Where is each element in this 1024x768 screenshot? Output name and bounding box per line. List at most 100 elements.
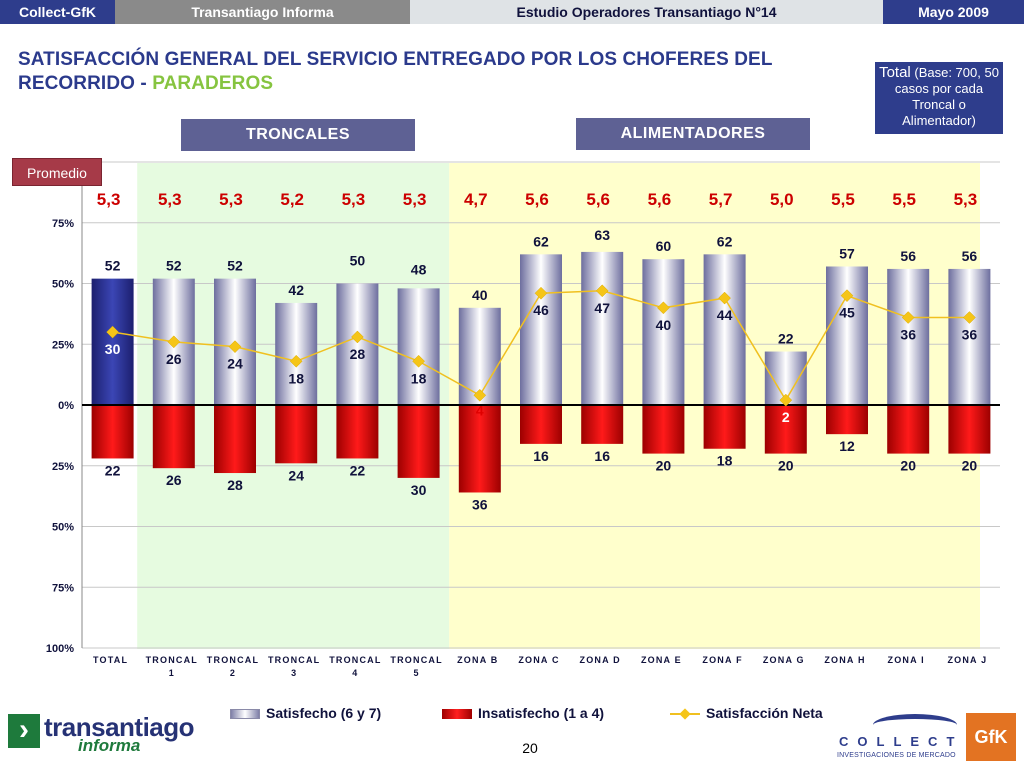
insatisfecho-value-label: 26 <box>166 472 182 488</box>
chevron-right-icon: › <box>8 714 40 748</box>
insatisfecho-value-label: 24 <box>288 467 304 483</box>
satisfecho-value-label: 40 <box>472 287 488 303</box>
insatisfecho-value-label: 16 <box>533 448 549 464</box>
category-label: ZONA J <box>947 655 987 665</box>
collect-logo: COLLECT INVESTIGACIONES DE MERCADO <box>833 714 963 764</box>
insatisfecho-bar <box>152 405 195 469</box>
insatisfecho-swatch <box>442 709 472 720</box>
neta-marker <box>840 289 854 303</box>
satisfecho-value-label: 52 <box>166 258 182 274</box>
insatisfecho-value-label: 12 <box>839 438 855 454</box>
satisfecho-bar <box>826 266 868 405</box>
satisfecho-value-label: 63 <box>594 227 610 243</box>
satisfecho-bar <box>642 259 685 405</box>
neta-marker <box>351 330 364 344</box>
top-bar: Collect-GfK Transantiago Informa Estudio… <box>0 0 1024 24</box>
insatisfecho-value-label: 22 <box>350 462 366 478</box>
base-note: Total (Base: 700, 50 casos por cada Tron… <box>875 62 1003 134</box>
satisfecho-value-label: 52 <box>105 258 121 274</box>
promedio-value: 5,6 <box>586 190 610 209</box>
insatisfecho-bar <box>948 405 991 454</box>
insatisfecho-value-label: 18 <box>717 453 733 469</box>
satisfecho-value-label: 42 <box>288 282 304 298</box>
insatisfecho-value-label: 20 <box>778 458 794 474</box>
neta-marker <box>534 286 548 300</box>
y-tick-label: 25% <box>52 461 74 473</box>
satisfecho-bar <box>581 251 624 405</box>
satisfecho-bar <box>520 254 562 405</box>
insatisfecho-bar <box>397 405 440 478</box>
insatisfecho-bar <box>91 405 134 459</box>
insatisfecho-bar <box>887 405 930 454</box>
neta-marker <box>657 301 670 315</box>
neta-marker <box>779 393 793 407</box>
y-tick-label: 50% <box>52 279 74 291</box>
category-label: 5 <box>413 668 419 678</box>
alimentadores-header: ALIMENTADORES <box>576 118 810 150</box>
insatisfecho-value-label: 36 <box>472 496 488 512</box>
category-label: TRONCAL <box>329 655 381 665</box>
neta-marker <box>963 311 976 324</box>
satisfecho-bar <box>703 254 746 405</box>
satisfecho-value-label: 52 <box>227 258 243 274</box>
neta-value-label: 26 <box>166 351 182 367</box>
satisfecho-bar <box>275 302 318 405</box>
insatisfecho-value-label: 16 <box>594 448 610 464</box>
section-tab: Transantiago Informa <box>115 0 410 24</box>
insatisfecho-bar <box>275 405 318 464</box>
legend-item-neta: Satisfacción Neta <box>670 703 823 723</box>
category-label: ZONA H <box>824 655 865 665</box>
category-label: 3 <box>291 668 297 678</box>
neta-value-label: 46 <box>533 302 549 318</box>
neta-value-label: 18 <box>288 370 304 386</box>
neta-marker <box>228 340 242 354</box>
promedio-value: 5,2 <box>280 190 304 209</box>
base-note-detail: (Base: 700, 50 casos por cada Troncal o … <box>894 65 999 128</box>
promedio-value: 5,3 <box>219 190 243 209</box>
insatisfecho-bar <box>764 405 807 454</box>
category-label: ZONA C <box>518 655 559 665</box>
y-tick-label: 75% <box>52 218 74 230</box>
category-label: 4 <box>352 668 358 678</box>
neta-marker <box>106 325 119 339</box>
neta-value-label: 24 <box>227 356 243 372</box>
legend-item-satisfecho: Satisfecho (6 y 7) <box>230 703 381 723</box>
legend-label-neta: Satisfacción Neta <box>706 705 823 721</box>
insatisfecho-value-label: 28 <box>227 477 243 493</box>
y-tick-label: 50% <box>52 522 74 534</box>
neta-value-label: 36 <box>962 327 978 343</box>
y-tick-label: 100% <box>46 643 74 655</box>
satisfecho-bar <box>397 288 440 405</box>
insatisfecho-value-label: 20 <box>962 458 978 474</box>
category-label: 2 <box>230 668 236 678</box>
satisfecho-value-label: 60 <box>656 238 672 254</box>
satisfecho-bar <box>336 283 379 405</box>
neta-value-label: 45 <box>839 305 855 321</box>
satisfecho-value-label: 62 <box>717 233 733 249</box>
category-label: TOTAL <box>93 655 128 665</box>
category-label: ZONA B <box>457 655 498 665</box>
y-tick-label: 0% <box>58 400 74 412</box>
category-label: TRONCAL <box>390 655 442 665</box>
neta-value-label: 44 <box>717 307 733 323</box>
satisfecho-value-label: 56 <box>900 248 916 264</box>
neta-line-swatch <box>670 709 700 719</box>
promedio-value: 5,3 <box>342 190 366 209</box>
neta-marker <box>595 284 609 298</box>
collect-logo-word: COLLECT <box>839 734 964 749</box>
collect-arc-icon <box>873 714 957 736</box>
promedio-label: Promedio <box>12 158 102 186</box>
title-line-1: SATISFACCIÓN GENERAL DEL SERVICIO ENTREG… <box>18 49 773 70</box>
neta-marker <box>412 354 425 368</box>
neta-value-label: 2 <box>782 409 790 425</box>
y-tick-label: 25% <box>52 339 74 351</box>
satisfecho-swatch <box>230 709 260 720</box>
title-line-2-prefix: RECORRIDO - <box>18 73 153 94</box>
insatisfecho-value-label: 20 <box>900 458 916 474</box>
category-label: ZONA E <box>641 655 682 665</box>
study-tab: Estudio Operadores Transantiago N°14 <box>410 0 883 24</box>
insatisfecho-value-label: 20 <box>656 458 672 474</box>
satisfecho-value-label: 22 <box>778 331 794 347</box>
neta-marker <box>901 311 915 324</box>
